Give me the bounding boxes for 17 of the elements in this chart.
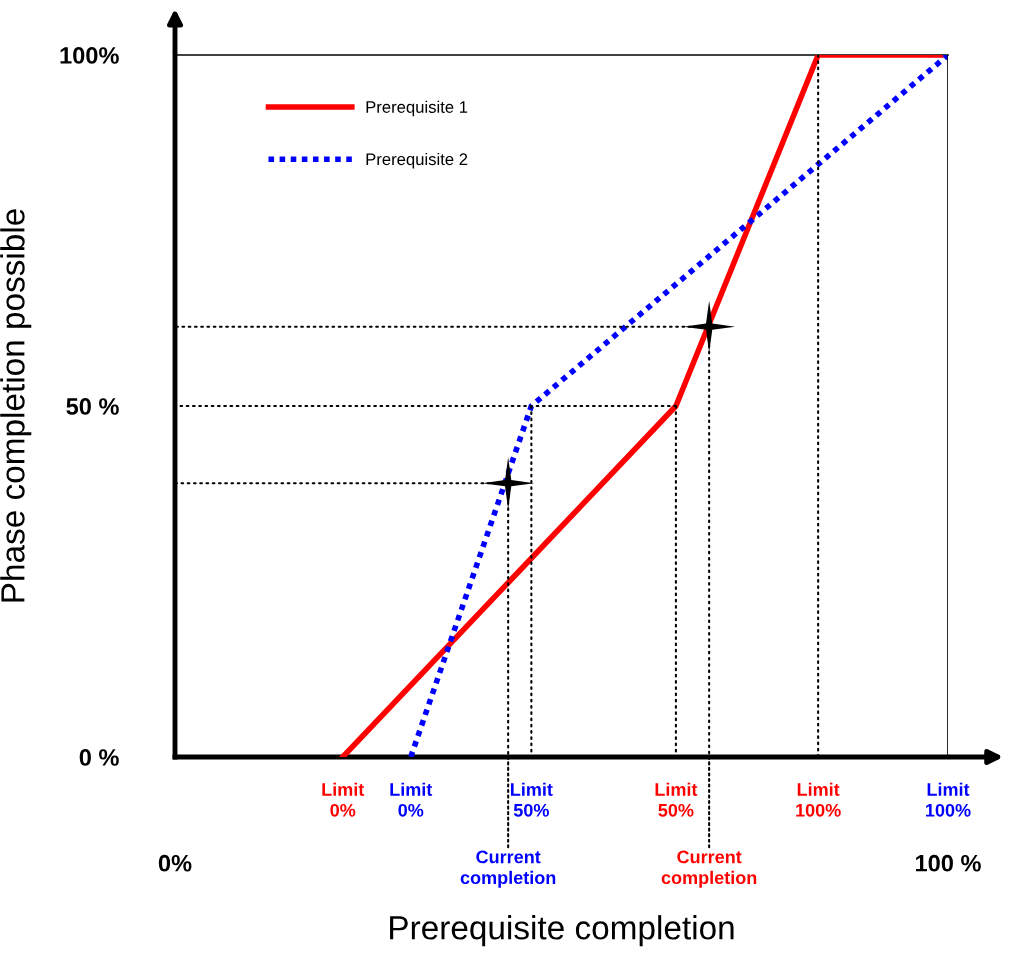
annotation: Current completion xyxy=(661,850,757,888)
annotation: Current completion xyxy=(460,850,556,888)
annotation: Limit 100% xyxy=(926,782,971,817)
y-tick-label: 50 % xyxy=(66,398,119,415)
y-axis-title: Phase completion possible xyxy=(0,209,32,602)
x-tick-label: 100 % xyxy=(916,854,981,872)
legend-label: Prerequisite 1 xyxy=(366,100,468,117)
annotation: Limit 0% xyxy=(390,782,433,817)
annotation: Limit 100% xyxy=(796,782,841,817)
x-axis-title: Prerequisite completion xyxy=(390,915,734,947)
annotation: Limit 0% xyxy=(322,782,365,817)
annotation: Limit 50% xyxy=(511,782,553,817)
y-tick-label: 100% xyxy=(60,47,119,64)
legend-label: Prerequisite 2 xyxy=(366,152,468,169)
y-tick-label: 0 % xyxy=(79,749,119,766)
x-tick-label: 0% xyxy=(158,854,192,872)
annotation: Limit 50% xyxy=(655,782,698,817)
